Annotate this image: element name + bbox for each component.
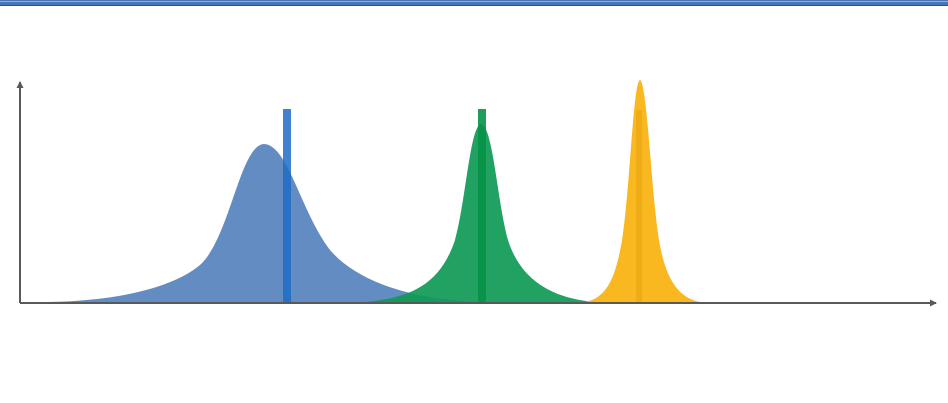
blue-distribution-curve — [48, 144, 480, 302]
header-bar-highlight — [0, 1, 948, 2]
yellow-distribution-curve — [585, 80, 700, 302]
blue-center-marker — [283, 109, 291, 303]
header-bar — [0, 0, 948, 6]
yellow-center-marker — [636, 110, 642, 303]
green-center-marker — [478, 109, 486, 303]
